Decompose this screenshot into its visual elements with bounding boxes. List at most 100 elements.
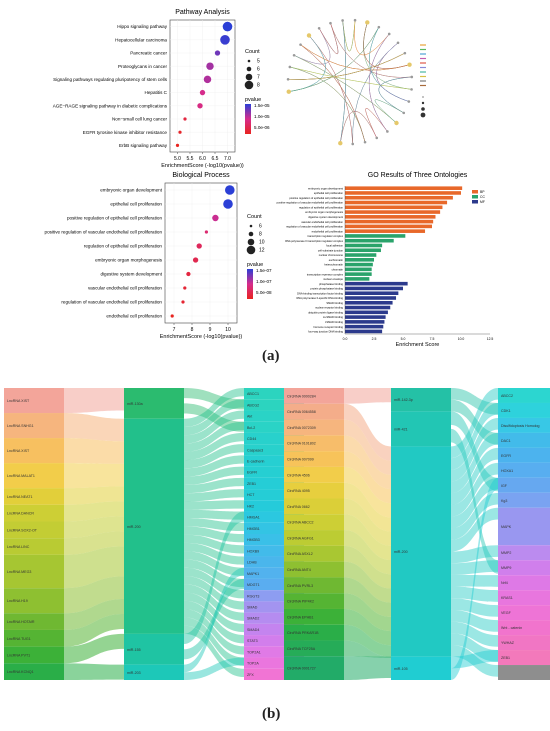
sankey-link	[184, 578, 244, 660]
network-edge	[363, 22, 412, 90]
sankey-node	[4, 554, 64, 589]
sankey-node	[244, 635, 304, 647]
sankey-node	[244, 522, 304, 534]
legend-color-tick: 1.5e-05	[254, 103, 270, 108]
legend-color-tick: 1.0e-05	[254, 114, 270, 119]
sankey-node-label: LncRNA SOX2-OT	[7, 528, 38, 532]
sankey-node	[391, 446, 451, 657]
sankey-node	[124, 633, 184, 665]
bar	[345, 186, 463, 190]
sankey-node-label: SMAD2	[247, 617, 259, 621]
y-tick-label: positive regulation of epithelial cell p…	[67, 216, 162, 221]
network-node	[396, 41, 400, 45]
sankey-link	[184, 617, 244, 666]
sankey-node	[244, 601, 304, 613]
network-edge	[289, 66, 366, 143]
sankey-node-label: MMP9	[501, 566, 511, 570]
sankey-link	[451, 574, 498, 587]
bar-label: RNA polymerase II transcription regulato…	[285, 239, 344, 243]
sankey-node	[4, 588, 64, 614]
bar	[345, 272, 372, 276]
sankey-node	[244, 623, 304, 636]
sankey-link	[344, 466, 391, 518]
sankey-node	[244, 590, 304, 602]
sankey-link	[451, 598, 498, 617]
sankey-link	[451, 388, 498, 415]
bar	[345, 234, 406, 238]
bar	[345, 205, 443, 210]
sankey-node-label: CircRNA 4506	[287, 473, 310, 477]
sankey-node	[498, 560, 550, 576]
network-legend-size	[421, 107, 425, 111]
bar-label: phosphatase binding	[319, 282, 343, 286]
sankey-node	[284, 419, 344, 436]
sankey-node-label: miR-203	[127, 671, 141, 675]
bar-label: four-way junction DNA binding	[308, 330, 343, 334]
legend-colorbar	[247, 269, 253, 299]
network-edge	[340, 111, 377, 144]
sankey-link	[64, 546, 124, 589]
sankey-node-label: Bcl-2	[247, 426, 255, 430]
chart-title: GO Results of Three Ontologies	[368, 172, 468, 179]
y-tick-label: digestive system development	[100, 272, 162, 277]
sankey-link	[184, 575, 244, 610]
sankey-node	[124, 418, 184, 634]
legend-label: CC	[480, 195, 485, 199]
sankey-node	[391, 656, 451, 680]
sankey-link	[184, 518, 244, 532]
sankey-node	[244, 399, 304, 411]
sankey-link	[64, 413, 124, 442]
sankey-node-label: miR-155	[127, 648, 141, 652]
sankey-node-label: ABCC1	[247, 392, 259, 396]
sankey-link	[344, 435, 391, 490]
network-node	[329, 21, 332, 25]
bar	[345, 310, 388, 315]
sankey-link	[451, 462, 498, 517]
bar-label: positive regulation of vascular endothel…	[277, 201, 344, 205]
bar	[345, 281, 408, 286]
sankey-node-label: LncRNA XIST	[7, 449, 30, 453]
sankey-node	[244, 489, 304, 501]
legend-count-label: 5	[257, 59, 260, 65]
go-results-chart: GO Results of Three Ontologies embryonic …	[277, 172, 494, 348]
network-edge	[376, 42, 409, 102]
sankey-link	[344, 561, 391, 603]
sankey-node	[124, 664, 184, 680]
sankey-node-label: ZEB1	[501, 656, 510, 660]
sankey-link	[184, 500, 244, 510]
sankey-link	[184, 489, 244, 502]
sankey-node	[244, 612, 304, 624]
sankey-node-label: HMGB3	[247, 538, 260, 542]
lncrna-sankey-diagram: LncRNA XIST LncRNA SNHG1 LncRNA XIST LncRNA…	[4, 388, 304, 680]
network-edge	[293, 28, 331, 65]
bar	[345, 324, 384, 329]
sankey-link	[64, 501, 124, 522]
bar	[345, 267, 372, 272]
sankey-node-label: CircRNA ANT4	[287, 568, 311, 572]
sankey-node	[284, 561, 344, 578]
sankey-link	[344, 388, 391, 404]
sankey-node-label: LncRNA XIST	[7, 399, 30, 403]
network-edge	[289, 66, 366, 143]
data-point	[181, 300, 185, 304]
sankey-node	[4, 613, 64, 630]
data-point	[225, 185, 235, 195]
sankey-node-label: CircRNA 0001727	[287, 667, 316, 671]
sankey-node-label: Caspase3	[247, 448, 263, 452]
sankey-node-label: CircRNA PRKAR1B	[287, 631, 319, 635]
sankey-node	[284, 608, 344, 625]
sankey-node	[4, 488, 64, 505]
bar	[345, 286, 403, 291]
bar-label: co-SMAD binding	[323, 315, 344, 319]
network-edge	[354, 20, 390, 56]
network-edge	[288, 52, 406, 80]
legend-count-title: Count	[247, 214, 262, 220]
network-edge	[378, 76, 412, 114]
network-edge	[288, 52, 406, 80]
sankey-node-label: miR-105	[394, 667, 408, 671]
legend-count-marker	[247, 59, 251, 63]
sankey-node-label: SMAD	[247, 606, 258, 610]
sankey-link	[344, 498, 391, 546]
legend-count-label: 12	[259, 248, 265, 254]
sankey-node	[4, 504, 64, 522]
